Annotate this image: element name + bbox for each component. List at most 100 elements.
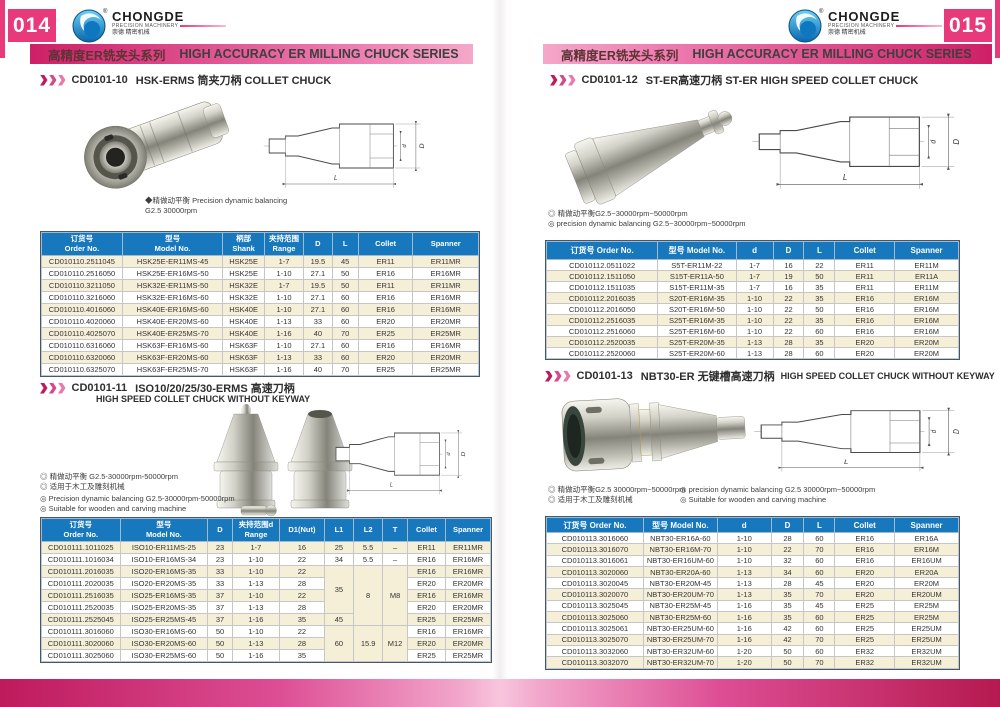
table-cell: 45 [323,612,355,626]
table-cell: ER11A [894,270,959,282]
column-header: 订货号 Order No. [41,518,121,542]
table-cell: 34 [770,565,805,579]
series-title-cn: 高精度ER铣夹头系列 [48,48,166,63]
table-cell: ER20MR [445,576,491,590]
table-cell: ER32 [834,644,896,658]
table-cell: 1-16 [716,622,772,635]
table-row: CD010110.4020060 HSK40E-ER20MS-60 HSK40E 1-… [41,314,479,328]
feature-bullets-cn: ◎ 精做动平衡G2.5 30000rpm~50000rpm ◎ 适用于木工及雕刻… [548,485,686,504]
table-cell: 70 [803,588,836,601]
table-cell: 42 [770,622,805,635]
section-code: CD0101-13 [576,370,633,382]
table-cell: M12 [382,624,408,662]
table-cell: CD010112.2516035 [545,314,659,326]
column-header: L1 [323,518,355,542]
product-photo-iso-chucks [213,404,353,517]
table-cell: 40 [303,326,333,340]
table-cell: 50 [207,624,233,638]
table-cell: ER11MR [412,254,479,268]
table-cell: CD010113.3025060 [546,611,644,624]
table-cell: 22 [278,564,325,578]
table-cell: CD010110.4025070 [41,326,123,340]
table-cell: 1-7 [231,540,280,554]
triple-chevron-icon [40,382,66,394]
table-cell: 1-13 [735,336,774,348]
table-row: CD010111.2016035 ISO20-ER16MS-35 33 1-10 22 3… [41,564,491,626]
table-cell: ER32UM [894,656,959,669]
table-cell: HSK32E-ER11MS-50 [121,278,224,292]
table-cell: CD010112.2520035 [545,336,659,348]
table-cell: M8 [382,564,408,626]
table-cell: 1-10 [231,588,280,602]
table-cell: ER16MR [412,290,479,304]
column-header: Collet [834,517,896,533]
table-cell: 1-7 [735,270,774,282]
table-cell: 45 [803,599,836,613]
dim-label-d: d [931,430,939,434]
table-cell: S25T-ER20M-60 [657,347,737,359]
table-cell: 33 [207,564,233,578]
table-cell: NBT30-ER25UM-60 [642,622,718,635]
technical-drawing: d D L [331,429,467,495]
table-cell: S25T-ER16M-35 [657,314,737,326]
table-row: CD010110.2516050 HSK25E-ER16MS-50 HSK25E 1-… [41,266,479,280]
table-cell: CD010110.3216060 [41,290,123,304]
table-cell: ER25UM [894,622,959,635]
table-cell: ER16MR [412,338,479,352]
table-cell: CD010111.2516035 [41,588,121,602]
table-cell: ER25 [834,599,896,613]
table-cell: 1-20 [716,656,772,669]
table-cell: ER11M [894,281,959,293]
table-cell: ER16M [894,314,959,326]
table-cell: CD010113.3025045 [546,599,644,613]
column-header: Collet [834,241,896,260]
column-header: 订货号 Order No. [545,241,659,260]
table-cell: ER25 [834,633,896,646]
table-cell: NBT30-ER32UM-70 [642,656,718,669]
column-header: 夹持范围 Range [263,232,305,256]
section-title-cd0101-10: CD0101-10 HSK-ERMS 筒夹刀柄 COLLET CHUCK [40,72,331,88]
table-cell: ER16MR [412,302,479,316]
column-header: d [735,241,774,260]
table-cell: ER16 [834,303,896,315]
table-cell: HSK63F [222,338,265,352]
table-cell: CD010112.1511050 [545,270,659,282]
table-cell: 45 [803,577,836,590]
column-header: D [770,517,805,533]
product-photo-st-er [565,109,733,205]
column-header: D [207,518,233,542]
table-cell: 70 [803,656,836,669]
spec-table-nbt30: 订货号 Order No. 型号 Model No. d D L Collet Spanne… [545,516,960,670]
table-cell: S15T-ER11M-35 [657,281,737,293]
table-cell: HSK40E [222,326,265,340]
table-cell: 35 [323,564,355,614]
table-cell: 60 [803,531,836,545]
right-edge-strip [995,0,1000,58]
table-cell: CD010112.2520060 [545,347,659,359]
table-cell: ER32 [834,656,896,669]
table-cell: 1-13 [263,350,305,364]
table-cell: 1-10 [735,314,774,326]
balancing-note: ◆精做动平衡 Precision dynamic balancing G2.5 … [145,196,288,215]
bottom-bar [0,679,1000,707]
table-cell: ER20MR [412,314,479,328]
table-cell: 19 [772,270,805,282]
table-cell: 27.1 [303,290,333,304]
table-cell: CD010111.2525045 [41,612,121,626]
table-cell: ER20 [406,576,447,590]
table-cell: ER16 [357,290,414,304]
table-cell: 27.1 [303,266,333,280]
table-cell: CD010112.2516060 [545,325,659,337]
table-cell: ER11 [834,270,896,282]
table-cell: HSK63F-ER16MS-60 [121,338,224,352]
brand-logo: ® CHONGDE PRECISION MACHINERY 崇德 精密机械 [788,7,942,44]
table-cell: ER20M [894,347,959,359]
table-cell: 28 [278,636,325,650]
column-header: d [716,517,772,533]
table-cell: 60 [803,347,836,359]
table-cell: 1-16 [231,612,280,626]
table-cell: 1-10 [716,531,772,545]
table-cell: ER20MR [445,600,491,614]
table-cell: 1-20 [716,644,772,658]
table-cell: 1-13 [735,347,774,359]
